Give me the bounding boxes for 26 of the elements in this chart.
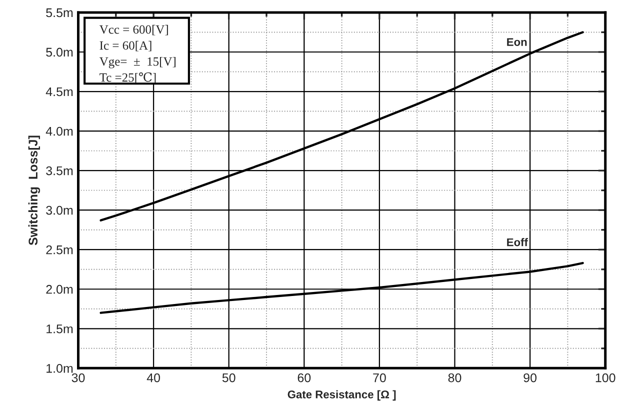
x-tick-label: 80 [448, 373, 462, 382]
y-tick-label: 1.5m [46, 324, 73, 334]
y-tick-label: 3.0m [46, 206, 73, 215]
x-tick-label: 70 [373, 373, 386, 382]
x-tick-label: 60 [298, 373, 311, 382]
y-tick-label: 5.0m [46, 48, 73, 57]
y-tick-label: 4.0m [46, 126, 73, 136]
x-tick-label: 90 [524, 373, 537, 382]
x-tick-label: 50 [222, 373, 236, 382]
y-tick-label: 2.5m [46, 245, 73, 254]
x-tick-label: 40 [146, 373, 160, 382]
y-tick-label: 2.0m [46, 284, 73, 294]
x-tick-label: 100 [596, 373, 616, 382]
y-tick-label: 5.5m [46, 8, 73, 18]
annotation: Vge= ± 15[V] [99, 56, 176, 68]
series-label: Eon [507, 38, 527, 46]
x-tick-label: 30 [72, 373, 85, 382]
y-tick-label: 4.5m [46, 87, 73, 96]
annotation: Ic = 60[A] [100, 40, 152, 52]
x-axis-title: Gate Resistance [Ω ] [288, 390, 396, 401]
text: Eoff [507, 238, 528, 246]
annotation: Vcc = 600[V] [99, 24, 168, 36]
annotation: Tc =25[℃] [100, 72, 156, 84]
y-axis-title: Switching Loss[J] [28, 136, 40, 246]
y-tick-label: 1.0m [46, 364, 73, 373]
y-tick-label: 3.5m [46, 166, 73, 176]
